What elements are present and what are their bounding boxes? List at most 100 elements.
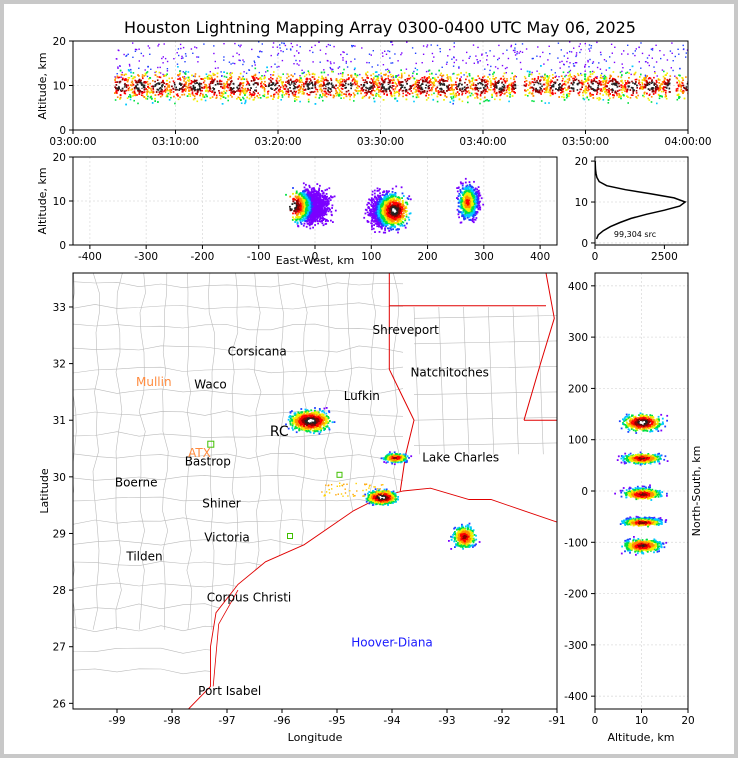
source-point bbox=[354, 67, 356, 70]
source-point bbox=[479, 82, 481, 84]
source-point bbox=[513, 78, 515, 80]
source-point bbox=[254, 74, 257, 77]
source-point bbox=[266, 66, 268, 69]
source-point bbox=[281, 90, 283, 92]
source-point bbox=[260, 85, 262, 88]
source-point bbox=[143, 88, 146, 91]
source-point bbox=[129, 95, 132, 97]
source-point bbox=[304, 83, 307, 85]
source-point bbox=[126, 80, 129, 83]
source-point bbox=[181, 88, 184, 91]
source-point bbox=[394, 88, 397, 90]
source-point bbox=[146, 80, 149, 83]
source-point bbox=[311, 91, 313, 93]
source-point bbox=[325, 85, 327, 88]
source-point bbox=[138, 92, 141, 94]
source-point bbox=[168, 89, 170, 92]
source-point bbox=[244, 101, 247, 103]
source-point bbox=[299, 88, 302, 90]
source-point bbox=[506, 66, 508, 69]
source-point bbox=[558, 84, 560, 86]
source-point bbox=[270, 85, 272, 88]
source-point bbox=[450, 84, 453, 87]
source-point bbox=[301, 81, 303, 84]
source-point bbox=[587, 59, 589, 62]
source-point bbox=[311, 87, 314, 89]
source-point bbox=[225, 90, 228, 92]
source-point bbox=[468, 73, 471, 75]
source-point bbox=[244, 102, 246, 105]
source-point bbox=[430, 87, 433, 89]
source-point bbox=[333, 45, 335, 48]
source-point bbox=[413, 87, 415, 90]
source-point bbox=[682, 90, 685, 92]
source-point bbox=[378, 90, 381, 92]
source-point bbox=[295, 78, 298, 81]
source-point bbox=[376, 84, 379, 87]
source-point bbox=[273, 89, 276, 91]
source-point bbox=[278, 89, 280, 91]
source-point bbox=[647, 62, 649, 64]
source-point bbox=[419, 93, 422, 95]
source-point bbox=[388, 79, 390, 81]
source-point bbox=[382, 81, 385, 84]
source-point bbox=[632, 52, 634, 55]
source-point bbox=[599, 89, 602, 92]
source-point bbox=[312, 61, 314, 63]
source-point bbox=[369, 86, 371, 89]
source-point bbox=[372, 89, 374, 91]
source-point bbox=[679, 90, 682, 92]
source-point bbox=[303, 192, 306, 195]
source-point bbox=[540, 76, 543, 79]
source-point bbox=[228, 84, 231, 87]
source-point bbox=[583, 73, 586, 76]
source-point bbox=[567, 92, 570, 95]
source-point bbox=[562, 90, 565, 93]
source-point bbox=[542, 76, 545, 79]
source-point bbox=[593, 89, 596, 91]
source-point bbox=[294, 73, 296, 75]
source-point bbox=[563, 55, 565, 57]
source-point bbox=[666, 82, 668, 85]
source-point bbox=[303, 92, 305, 94]
source-point bbox=[362, 89, 365, 91]
source-point bbox=[192, 52, 194, 54]
source-point bbox=[299, 46, 301, 48]
source-point bbox=[281, 83, 283, 85]
source-point bbox=[116, 75, 119, 78]
source-point bbox=[527, 89, 529, 91]
source-point bbox=[343, 79, 346, 81]
source-point bbox=[141, 92, 144, 94]
source-point bbox=[593, 85, 596, 87]
source-point bbox=[290, 84, 293, 87]
source-point bbox=[661, 96, 663, 98]
source-point bbox=[368, 87, 370, 89]
source-point bbox=[353, 68, 356, 71]
source-point bbox=[350, 94, 352, 96]
source-point bbox=[159, 76, 162, 79]
source-point bbox=[491, 96, 493, 98]
source-point bbox=[503, 85, 506, 87]
source-point bbox=[318, 97, 321, 99]
source-point bbox=[215, 97, 217, 99]
source-point bbox=[179, 43, 182, 46]
source-point bbox=[469, 55, 471, 58]
source-point bbox=[662, 87, 664, 90]
source-point bbox=[252, 76, 254, 78]
source-point bbox=[599, 51, 602, 54]
source-point bbox=[166, 87, 168, 89]
source-point bbox=[465, 87, 467, 90]
source-point bbox=[611, 79, 614, 81]
source-point bbox=[580, 88, 582, 91]
source-point bbox=[433, 82, 435, 84]
source-point bbox=[296, 44, 298, 46]
source-point bbox=[250, 80, 253, 82]
source-point bbox=[159, 85, 162, 87]
source-point bbox=[514, 83, 517, 86]
source-point bbox=[271, 78, 274, 80]
source-point bbox=[173, 95, 175, 98]
source-point bbox=[319, 83, 322, 86]
source-point bbox=[138, 75, 140, 77]
source-point bbox=[381, 78, 383, 80]
source-point bbox=[255, 77, 258, 79]
